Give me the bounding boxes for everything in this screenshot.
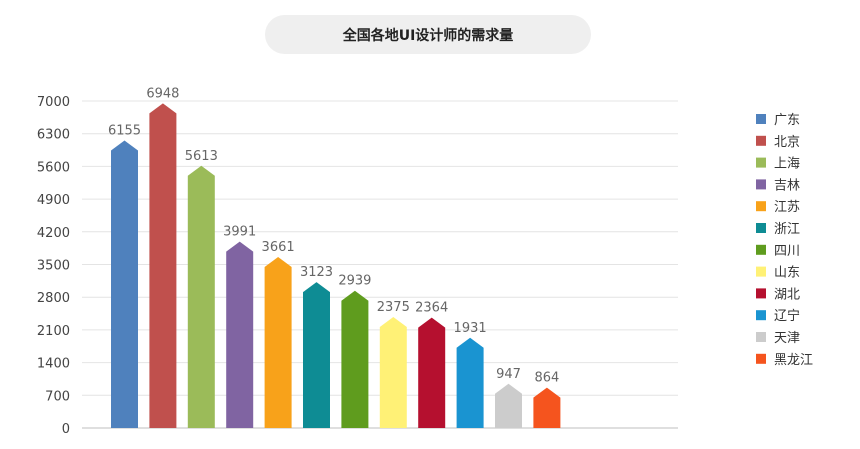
- legend-swatch: [756, 201, 766, 212]
- bar-10: [456, 337, 484, 428]
- legend-label: 吉林: [774, 178, 800, 193]
- legend-swatch: [756, 332, 766, 342]
- y-tick-label: 2100: [37, 324, 70, 339]
- data-label: 2364: [415, 301, 448, 316]
- data-label: 947: [496, 367, 521, 382]
- data-label: 6948: [146, 86, 179, 101]
- bar-7: [341, 290, 369, 428]
- data-label: 3123: [300, 265, 333, 280]
- legend-swatch: [756, 244, 766, 255]
- bar-3: [187, 165, 215, 428]
- data-label: 3661: [262, 240, 295, 255]
- legend-label: 天津: [774, 331, 800, 346]
- data-label: 864: [534, 371, 559, 386]
- y-tick-label: 7000: [37, 95, 70, 110]
- bar-2: [149, 103, 177, 429]
- bar-8: [379, 317, 407, 428]
- data-label: 1931: [454, 321, 487, 336]
- legend-swatch: [756, 135, 766, 146]
- legend-label: 广东: [774, 113, 800, 128]
- bar-6: [303, 282, 330, 428]
- legend-swatch: [756, 266, 766, 277]
- legend-label: 北京: [774, 135, 800, 150]
- data-label: 3991: [223, 225, 256, 240]
- legend-label: 湖北: [774, 287, 800, 302]
- y-tick-label: 2800: [37, 291, 70, 306]
- legend-label: 辽宁: [774, 308, 800, 324]
- legend-swatch: [756, 157, 766, 168]
- y-tick-label: 4900: [37, 193, 70, 208]
- legend-label: 浙江: [774, 222, 800, 237]
- legend-label: 上海: [774, 157, 800, 172]
- y-tick-label: 4200: [37, 226, 70, 241]
- data-labels: 6155 6948 5613 3991 3661 3123 2939 2375 2364 1931…: [108, 86, 559, 385]
- legend-swatch: [756, 353, 766, 364]
- y-tick-label: 1400: [37, 357, 70, 372]
- bar-1: [111, 140, 138, 428]
- data-label: 5613: [185, 149, 218, 164]
- bar-12: [533, 387, 561, 428]
- legend-label: 山东: [774, 266, 800, 281]
- y-tick-label: 700: [45, 389, 70, 404]
- bar-11: [495, 383, 522, 428]
- legend-swatch: [756, 223, 766, 233]
- y-tick-label: 6300: [37, 128, 70, 143]
- bars: [111, 103, 561, 429]
- data-label: 6155: [108, 123, 141, 138]
- chart-title: 全国各地UI设计师的需求量: [342, 27, 514, 44]
- bar-4: [226, 241, 254, 428]
- y-tick-label: 0: [62, 422, 70, 437]
- legend-label: 四川: [774, 244, 800, 259]
- y-axis-ticks: 0 700 1400 2100 2800 3500 4200 4900 5600 6300 7000: [37, 95, 70, 437]
- bar-9: [418, 317, 446, 428]
- bar-5: [264, 256, 292, 428]
- legend-swatch: [756, 179, 766, 190]
- y-tick-label: 5600: [37, 160, 70, 175]
- legend-label: 江苏: [774, 199, 800, 215]
- legend-swatch: [756, 114, 766, 124]
- y-tick-label: 3500: [37, 259, 70, 274]
- legend-swatch: [756, 288, 766, 299]
- data-label: 2375: [377, 300, 410, 315]
- data-label: 2939: [338, 274, 371, 289]
- legend-label: 黑龙江: [774, 353, 813, 368]
- legend-swatch: [756, 310, 766, 321]
- chart-title-pill: 全国各地UI设计师的需求量: [265, 15, 591, 54]
